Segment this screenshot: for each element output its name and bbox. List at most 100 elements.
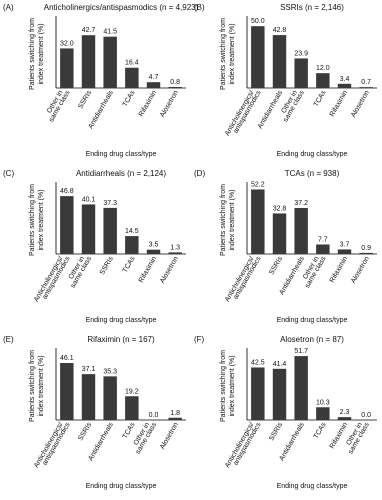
- bar: [103, 207, 117, 254]
- bar: [125, 67, 139, 88]
- value-label: 0.8: [170, 79, 180, 86]
- x-axis-label: Ending drug class/type: [86, 151, 157, 158]
- value-label: 2.3: [340, 409, 350, 416]
- x-axis-label: Ending drug class/type: [277, 151, 348, 158]
- value-label: 35.3: [103, 368, 117, 375]
- value-label: 12.0: [316, 65, 330, 72]
- value-label: 46.8: [60, 188, 74, 195]
- bar: [168, 87, 182, 88]
- value-label: 0.0: [361, 412, 371, 419]
- value-label: 16.4: [125, 60, 139, 67]
- x-tick-label: TCAs: [122, 89, 137, 108]
- bar: [316, 73, 330, 88]
- value-label: 4.7: [149, 74, 159, 81]
- x-tick-label: Alosetron: [159, 421, 180, 450]
- bar: [359, 252, 373, 254]
- y-axis-label: Patients switching from: [29, 350, 36, 422]
- bar: [294, 208, 308, 254]
- panel-label: (F): [194, 335, 205, 344]
- chart-title: Alosetron (n = 87): [280, 335, 344, 344]
- x-tick-label: TCAs: [313, 421, 328, 440]
- panel: (F) Alosetron (n = 87) Patients switching …: [194, 335, 377, 490]
- bar: [337, 83, 352, 88]
- value-label: 42.5: [251, 359, 265, 366]
- x-axis-label: Ending drug class/type: [86, 317, 157, 324]
- bar: [337, 417, 352, 420]
- value-label: 37.1: [82, 366, 96, 373]
- panel-label: (E): [3, 335, 14, 344]
- x-tick-label: Rifaximin: [329, 255, 350, 284]
- bar: [251, 367, 265, 420]
- value-label: 42.7: [82, 27, 96, 34]
- bar: [294, 356, 308, 420]
- x-tick-label: Rifaximin: [329, 421, 350, 450]
- panel-label: (C): [3, 169, 14, 178]
- value-label: 1.3: [170, 244, 180, 251]
- value-label: 51.7: [294, 348, 308, 355]
- bar: [272, 35, 287, 88]
- y-axis-label: Patients switching from: [220, 350, 227, 422]
- value-label: 0.0: [149, 412, 159, 419]
- y-axis-label: index treatment (%): [38, 23, 45, 84]
- bar: [125, 396, 139, 420]
- x-tick-label: SSRIs: [268, 421, 284, 442]
- x-tick-label: Alosetron: [350, 255, 371, 284]
- chart-title: TCAs (n = 938): [285, 169, 340, 178]
- value-label: 1.8: [170, 410, 180, 417]
- bar: [60, 363, 74, 420]
- value-label: 0.9: [361, 245, 371, 252]
- value-label: 3.5: [149, 242, 159, 249]
- y-axis-label: Patients switching from: [220, 18, 227, 90]
- value-label: 3.7: [340, 241, 350, 248]
- bar: [316, 407, 330, 420]
- x-axis-label: Ending drug class/type: [277, 483, 348, 490]
- x-tick-label: SSRIs: [77, 89, 93, 110]
- value-label: 37.2: [294, 200, 308, 207]
- value-label: 32.0: [60, 40, 74, 47]
- value-label: 46.1: [60, 355, 74, 362]
- bar: [81, 374, 96, 420]
- value-label: 37.3: [103, 200, 117, 207]
- bar: [272, 213, 287, 254]
- value-label: 7.7: [318, 236, 328, 243]
- panel: (D) TCAs (n = 938) Patients switching from…: [194, 169, 377, 324]
- x-tick-label: Alosetron: [350, 89, 371, 118]
- bar: [316, 244, 330, 254]
- bar: [251, 189, 265, 254]
- x-tick-label: Alosetron: [159, 89, 180, 118]
- value-label: 41.4: [273, 361, 287, 368]
- x-tick-label: SSRIs: [268, 255, 284, 276]
- bar: [125, 236, 139, 254]
- chart-title: Antidiarrheals (n = 2,124): [76, 169, 166, 178]
- x-tick-label: Rifaximin: [138, 255, 159, 284]
- x-tick-label: Rifaximin: [329, 89, 350, 118]
- panel: (A) Anticholinergics/antispasmodics (n = …: [3, 3, 199, 158]
- value-label: 14.5: [125, 228, 139, 235]
- value-label: 19.2: [125, 388, 139, 395]
- bar: [103, 376, 117, 420]
- value-label: 23.9: [294, 50, 308, 57]
- panel: (B) SSRIs (n = 2,146) Patients switching f…: [194, 3, 377, 158]
- chart-title: Anticholinergics/antispasmodics (n = 4,9…: [44, 3, 199, 12]
- bar: [103, 36, 117, 88]
- bar: [146, 82, 161, 88]
- y-axis-label: index treatment (%): [38, 189, 45, 250]
- x-axis-label: Ending drug class/type: [277, 317, 348, 324]
- bar: [81, 35, 96, 88]
- y-axis-label: index treatment (%): [229, 355, 236, 416]
- bar: [337, 249, 352, 254]
- value-label: 0.7: [361, 79, 371, 86]
- panel: (E) Rifaximin (n = 167) Patients switching…: [3, 335, 186, 490]
- bar: [168, 252, 182, 254]
- bar: [168, 417, 182, 420]
- bar: [81, 204, 96, 254]
- x-tick-label: Alosetron: [159, 255, 180, 284]
- y-axis-label: Patients switching from: [29, 184, 36, 256]
- panel: (C) Antidiarrheals (n = 2,124) Patients sw…: [3, 169, 186, 324]
- bar: [146, 249, 161, 254]
- value-label: 10.3: [316, 399, 330, 406]
- value-label: 32.8: [273, 205, 287, 212]
- chart-title: SSRIs (n = 2,146): [280, 3, 344, 12]
- y-axis-label: Patients switching from: [29, 18, 36, 90]
